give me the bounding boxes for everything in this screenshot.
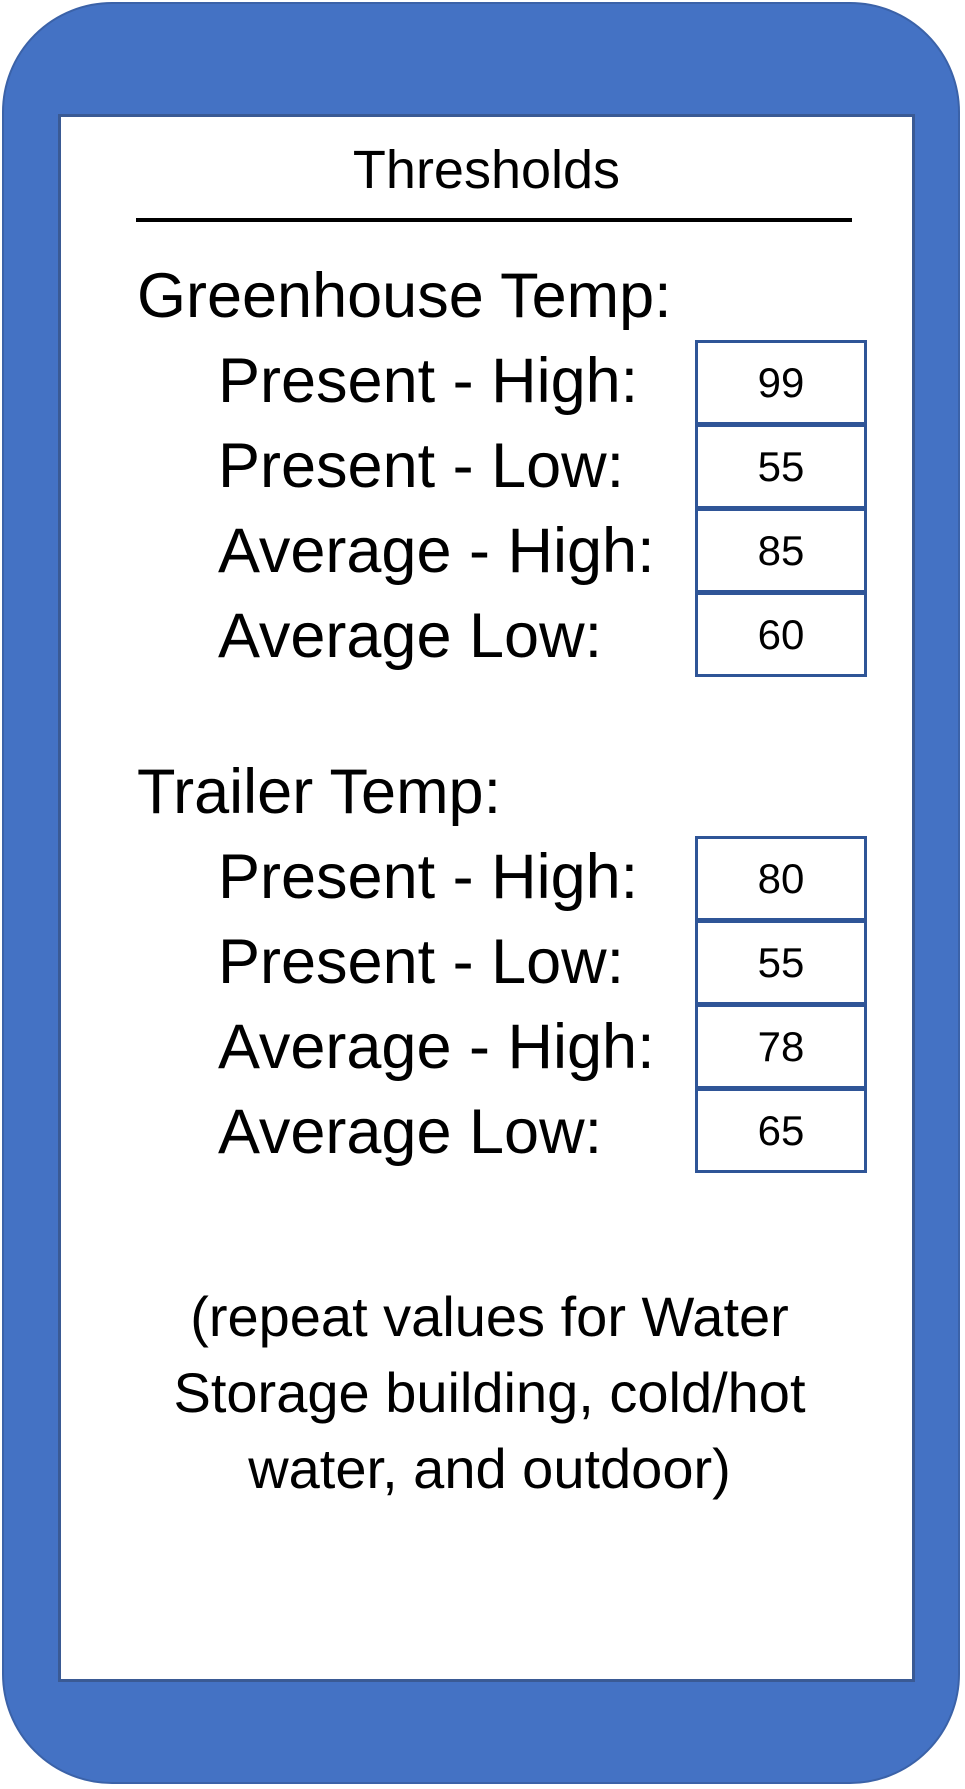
greenhouse-average-high-input[interactable]: 85 — [695, 508, 867, 593]
thresholds-screen: Thresholds Greenhouse Temp: Present - Hi… — [58, 114, 915, 1682]
greenhouse-average-low-input[interactable]: 60 — [695, 592, 867, 677]
title-divider — [136, 218, 852, 222]
trailer-present-low-input[interactable]: 55 — [695, 920, 867, 1005]
trailer-present-high-label: Present - High: — [218, 842, 639, 912]
greenhouse-present-low-input[interactable]: 55 — [695, 424, 867, 509]
trailer-average-high-label: Average - High: — [218, 1012, 655, 1082]
greenhouse-average-low-label: Average Low: — [218, 601, 603, 671]
trailer-average-low-label: Average Low: — [218, 1097, 603, 1167]
trailer-heading: Trailer Temp: — [137, 757, 502, 827]
trailer-average-high-input[interactable]: 78 — [695, 1004, 867, 1089]
repeat-values-note: (repeat values for Water Storage buildin… — [173, 1285, 806, 1500]
trailer-present-low-label: Present - Low: — [218, 927, 625, 997]
greenhouse-present-high-label: Present - High: — [218, 346, 639, 416]
greenhouse-heading: Greenhouse Temp: — [137, 261, 672, 331]
page-title: Thresholds — [352, 140, 621, 200]
trailer-average-low-input[interactable]: 65 — [695, 1088, 867, 1173]
greenhouse-present-low-label: Present - Low: — [218, 431, 625, 501]
trailer-present-high-input[interactable]: 80 — [695, 836, 867, 921]
greenhouse-present-high-input[interactable]: 99 — [695, 340, 867, 425]
greenhouse-average-high-label: Average - High: — [218, 516, 655, 586]
